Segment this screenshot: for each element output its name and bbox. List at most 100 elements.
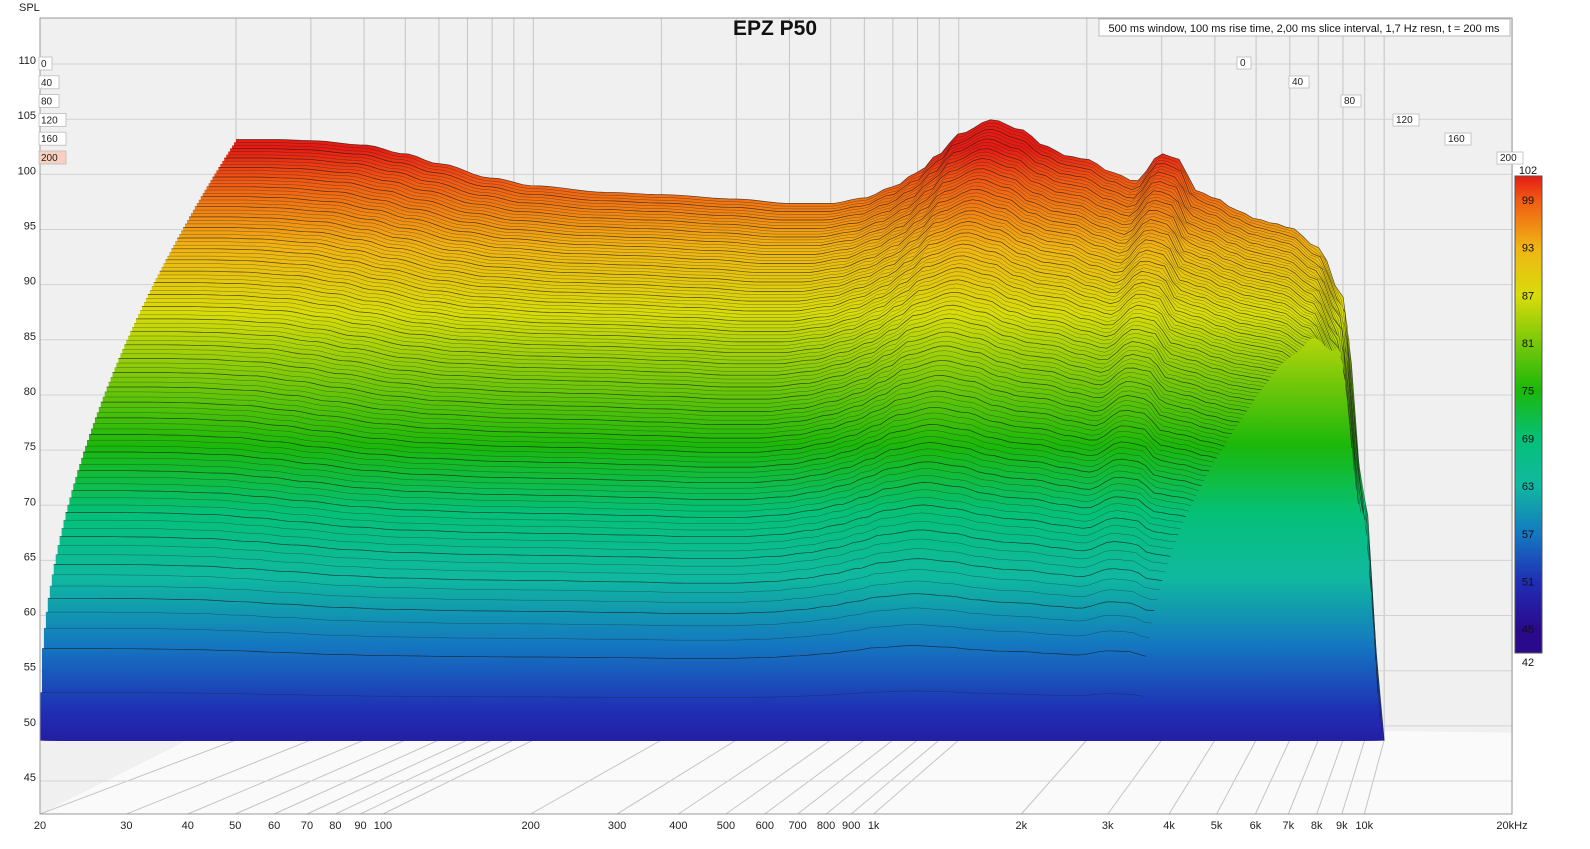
grid-floor-line [1020, 739, 1088, 815]
slice-line [206, 168, 1353, 449]
slice-line [224, 138, 1372, 593]
x-tick-label: 600 [756, 820, 774, 832]
x-tick-label: 20kHz [1496, 820, 1527, 832]
x-tick-label: 90 [354, 820, 366, 832]
slice-line [89, 424, 1210, 472]
slice-line [161, 251, 1300, 351]
colorbar-label: 51 [1522, 576, 1534, 588]
slice-line [196, 185, 1341, 353]
grid-floor-line [187, 739, 365, 815]
slice-line [169, 236, 1309, 341]
colorbar: 102 99 93 87 81 75 69 63 57 51 45 42 [1514, 165, 1543, 669]
slice-line [110, 365, 1237, 426]
slice-line [79, 455, 1197, 497]
slice-line [122, 336, 1252, 405]
slice-line [216, 151, 1363, 514]
slice-line [120, 341, 1250, 408]
slice-line [165, 243, 1305, 347]
slice-line [204, 171, 1350, 425]
x-tick-label: 20 [34, 820, 46, 832]
grid-floor-line [306, 739, 468, 815]
grid-floor-line [1254, 739, 1291, 815]
x-tick-label: 900 [842, 820, 860, 832]
time-label-box [1340, 94, 1362, 108]
grid-floor-line [725, 739, 831, 815]
slice-line [100, 390, 1225, 447]
x-tick-label: 7k [1282, 820, 1294, 832]
slice-line [138, 300, 1272, 378]
slice-line [218, 148, 1366, 520]
colorbar-label: 57 [1522, 529, 1534, 541]
time-label-box [38, 150, 67, 165]
x-tick-label: 70 [301, 820, 313, 832]
time-axis-label-left: 120 [41, 115, 58, 126]
slice-line [106, 375, 1232, 435]
x-tick-label: 700 [788, 820, 806, 832]
slice-line [57, 538, 1168, 567]
slice-line [114, 355, 1242, 419]
slice-line [159, 255, 1298, 353]
slice-line [124, 331, 1255, 401]
slice-line [220, 145, 1368, 536]
slice-line [116, 350, 1245, 416]
x-tick-label: 1k [868, 820, 880, 832]
colorbar-label: 69 [1522, 433, 1534, 445]
x-tick-label: 300 [608, 820, 626, 832]
slice-line [134, 309, 1267, 384]
settings-note-box [1098, 18, 1511, 37]
slice-line [212, 158, 1359, 505]
slice-line [173, 228, 1314, 338]
slice-line [128, 322, 1260, 394]
slice-line [77, 461, 1194, 502]
x-tick-label: 3k [1102, 820, 1114, 832]
slice-line [181, 213, 1323, 344]
y-tick-label: 100 [18, 165, 36, 177]
time-label-box [38, 113, 67, 127]
x-tick-label: 10k [1355, 820, 1373, 832]
slice-line [108, 370, 1235, 430]
slice-line [194, 189, 1339, 349]
time-label-box [38, 131, 67, 146]
grid-floor-line [1168, 739, 1216, 815]
slice-line [187, 203, 1330, 350]
slice-line [87, 430, 1207, 476]
slice-line [226, 135, 1374, 628]
time-axis-label: 40 [1292, 77, 1304, 88]
grid-floor-line [39, 739, 237, 815]
y-tick-label: 55 [24, 662, 36, 674]
slice-line [177, 221, 1319, 340]
grid-floor-line [1287, 739, 1319, 815]
slice-line [65, 504, 1179, 538]
slice-line [69, 489, 1184, 524]
y-tick-label: 65 [24, 551, 36, 563]
slice-line [198, 182, 1344, 364]
time-axis-label: 80 [1344, 96, 1356, 107]
slice-line [94, 406, 1217, 459]
plot-frame [39, 17, 1513, 815]
colorbar-label: 87 [1522, 290, 1534, 302]
grid-floor-line [1363, 739, 1385, 815]
colorbar-label: 75 [1522, 386, 1534, 398]
slice-line [63, 512, 1176, 544]
slice-line [230, 128, 1379, 694]
slice-line [102, 385, 1227, 443]
x-tick-label: 500 [717, 820, 735, 832]
x-tick-label: 800 [817, 820, 835, 832]
slice-line [45, 607, 1152, 626]
grid-floor-line [616, 739, 737, 815]
slice-line [75, 468, 1192, 507]
slice-line [136, 304, 1269, 381]
time-axis-label-left: 160 [41, 134, 58, 145]
y-tick-label: 75 [24, 441, 36, 453]
y-axis-label: SPL [19, 2, 40, 14]
y-tick-label: 90 [24, 276, 36, 288]
grid-floor-line [873, 739, 960, 815]
grid-floor-line [360, 739, 515, 815]
colorbar-label: 63 [1522, 481, 1534, 493]
colorbar-label: 93 [1522, 243, 1534, 255]
time-axis-label: 0 [1240, 58, 1246, 69]
x-tick-label: 200 [521, 820, 539, 832]
slice-line [132, 313, 1264, 387]
chart-title: EPZ P50 [733, 17, 817, 40]
y-tick-label: 50 [24, 717, 36, 729]
